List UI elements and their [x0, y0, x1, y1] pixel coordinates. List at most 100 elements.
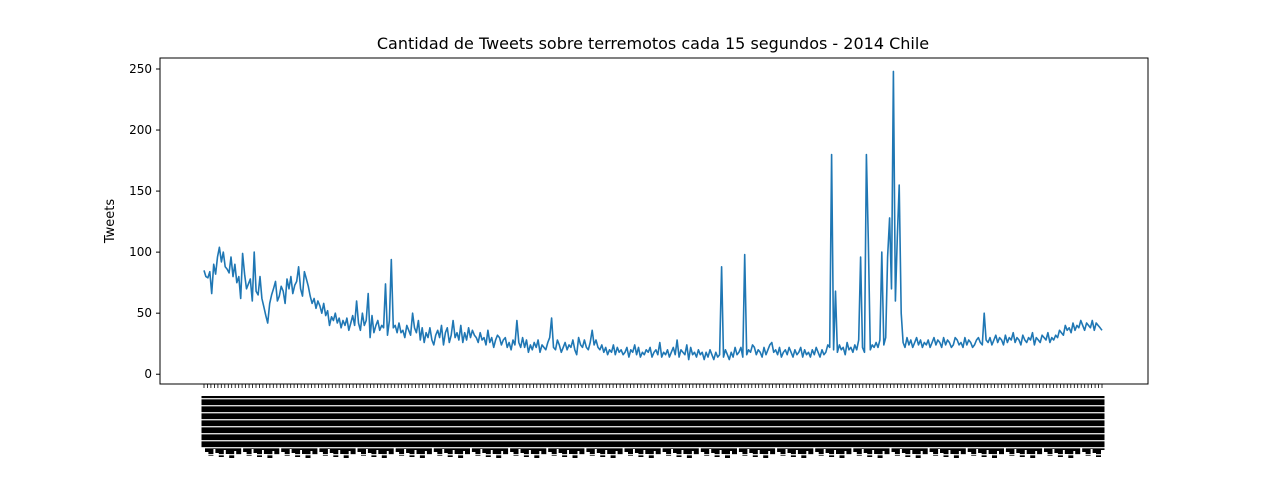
- x-tick-label: [1089, 396, 1095, 449]
- x-tick-label: [908, 396, 914, 450]
- x-tick-label: [926, 396, 932, 448]
- x-tick-label: [936, 396, 942, 449]
- x-tick-label: [901, 396, 907, 453]
- x-tick-label: [329, 396, 335, 453]
- x-tick-label: [614, 396, 620, 451]
- x-tick-label: [617, 396, 623, 455]
- x-tick-label: [537, 396, 543, 451]
- x-tick-label: [745, 396, 751, 449]
- x-tick-label: [215, 396, 221, 453]
- x-tick-label: [940, 396, 945, 453]
- chart-title: Cantidad de Tweets sobre terremotos cada…: [377, 34, 929, 53]
- x-tick-label: [281, 396, 287, 452]
- x-tick-label-gap: [198, 398, 1108, 400]
- x-tick-label: [426, 396, 432, 455]
- x-tick-label: [846, 396, 852, 455]
- x-tick-label: [669, 396, 675, 449]
- x-tick-label: [336, 396, 342, 450]
- x-tick-label: [1040, 396, 1046, 448]
- x-tick-label: [693, 396, 699, 455]
- x-tick-label: [978, 396, 984, 453]
- x-tick-label: [804, 396, 810, 451]
- x-tick-label: [309, 396, 314, 451]
- x-tick-label: [1037, 396, 1043, 455]
- x-tick-label: [1023, 396, 1029, 450]
- x-tick-label: [232, 396, 238, 451]
- x-tick-label: [1061, 396, 1067, 450]
- x-tick-label: [974, 396, 980, 449]
- x-tick-label: [659, 396, 665, 448]
- x-tick-label: [773, 396, 779, 448]
- x-tick-label: [631, 396, 637, 449]
- x-tick-labels: [198, 396, 1108, 458]
- x-axis: [198, 384, 1108, 458]
- x-tick-label: [211, 396, 217, 449]
- x-tick-label-gap: [198, 440, 1108, 442]
- y-tick-label: 100: [129, 245, 152, 259]
- x-tick-label: [357, 396, 363, 452]
- y-tick-label: 200: [129, 123, 152, 137]
- x-tick-label: [732, 396, 737, 455]
- x-tick-label: [243, 396, 249, 452]
- x-tick-label: [836, 396, 841, 454]
- x-tick-label: [444, 396, 450, 453]
- x-tick-label: [1054, 396, 1060, 453]
- x-tick-label: [260, 396, 266, 450]
- x-tick-label: [832, 396, 838, 450]
- x-tick-label: [822, 396, 828, 449]
- x-tick-label: [239, 396, 245, 448]
- x-tick-label: [728, 396, 734, 451]
- x-tick-label: [645, 396, 651, 454]
- x-tick-label: [416, 396, 422, 454]
- x-tick-label: [1016, 396, 1022, 453]
- x-tick-label: [1026, 396, 1032, 454]
- x-tick-label: [302, 396, 307, 454]
- x-tick-label: [607, 396, 613, 454]
- x-tick-label: [530, 396, 536, 454]
- x-tick-label: [558, 396, 564, 453]
- x-tick-label: [1092, 396, 1098, 453]
- x-tick-label: [406, 396, 412, 453]
- x-tick-label: [1033, 396, 1039, 451]
- x-tick-label: [853, 396, 859, 452]
- x-tick-label: [634, 396, 640, 453]
- x-tick-label: [652, 396, 658, 451]
- x-tick-label: [957, 396, 963, 451]
- x-tick-label: [707, 396, 713, 449]
- y-axis-label: Tweets: [103, 199, 118, 245]
- x-tick-label: [433, 396, 439, 452]
- x-tick-label: [749, 396, 755, 453]
- x-tick-label-gap: [198, 412, 1108, 414]
- x-tick-label: [298, 396, 304, 450]
- x-tick-label: [461, 396, 467, 451]
- x-tick-label: [1051, 396, 1056, 449]
- x-tick-label: [1071, 396, 1077, 451]
- x-tick-label: [898, 396, 904, 449]
- x-tick-label: [721, 396, 727, 454]
- x-tick-label: [756, 396, 762, 450]
- x-tick-label: [430, 396, 436, 448]
- x-tick-label: [392, 396, 398, 448]
- x-tick-label: [700, 396, 706, 452]
- x-tick-label: [811, 396, 817, 448]
- x-tick-label: [388, 396, 394, 455]
- x-tick-label: [413, 396, 418, 450]
- x-tick-label: [482, 396, 488, 453]
- x-tick-label: [891, 396, 897, 452]
- x-tick-label: [808, 396, 814, 455]
- x-tick-label: [291, 396, 297, 453]
- x-tick-label: [364, 396, 370, 449]
- x-tick-label: [454, 396, 460, 454]
- x-tick-label: [922, 396, 928, 455]
- x-tick-label: [641, 396, 647, 450]
- x-tick-label: [849, 396, 855, 448]
- x-tick-label: [582, 396, 588, 448]
- x-tick-label: [1005, 396, 1011, 452]
- x-tick-label: [440, 396, 446, 449]
- x-tick-label: [1078, 396, 1084, 448]
- x-tick-label: [673, 396, 678, 453]
- x-tick-label: [569, 396, 574, 454]
- x-tick-label: [825, 396, 831, 453]
- x-tick-label: [964, 396, 970, 448]
